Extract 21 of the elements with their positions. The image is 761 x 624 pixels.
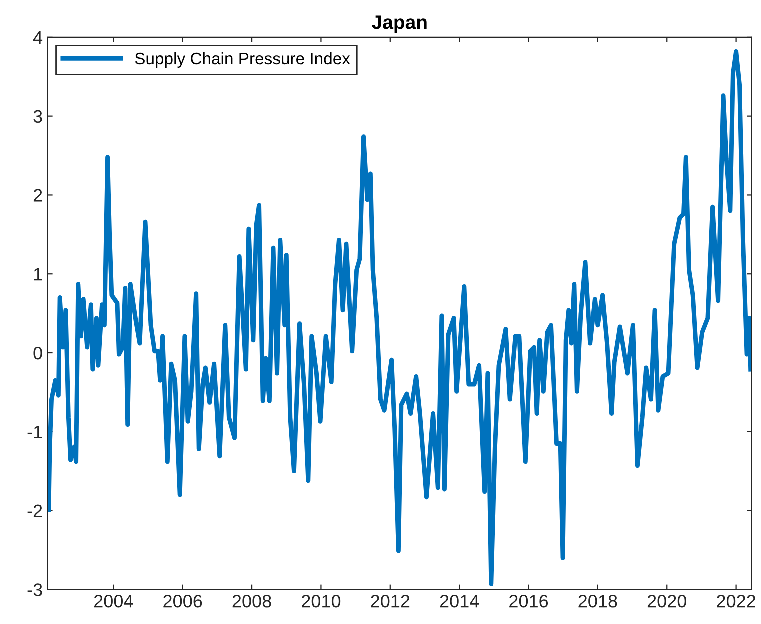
chart-title: Japan <box>372 16 427 34</box>
y-tick-label: -3 <box>28 584 42 596</box>
x-tick-label: 2016 <box>510 595 548 608</box>
line-series <box>48 49 752 586</box>
y-tick-label: 0 <box>34 346 42 360</box>
x-tick-label: 2018 <box>578 595 618 608</box>
y-tick-label: 4 <box>33 32 43 44</box>
x-tick-label: 2014 <box>440 595 480 608</box>
y-tick-label: 3 <box>34 110 42 124</box>
x-tick-label: 2008 <box>232 595 272 608</box>
y-tick-label: -2 <box>28 504 42 518</box>
x-tick-label: 2012 <box>371 595 410 608</box>
x-tick-label: 2006 <box>164 595 202 608</box>
x-tick-label: 2004 <box>94 595 134 608</box>
x-tick-label: 2022 <box>717 595 756 608</box>
y-tick-label: 2 <box>34 189 42 202</box>
legend-label: Supply Chain Pressure Index <box>135 52 350 68</box>
y-tick-label: -1 <box>28 426 42 438</box>
x-tick-label: 2020 <box>648 595 686 608</box>
x-tick-label: 2010 <box>302 595 341 608</box>
y-tick-label: 1 <box>34 268 42 281</box>
